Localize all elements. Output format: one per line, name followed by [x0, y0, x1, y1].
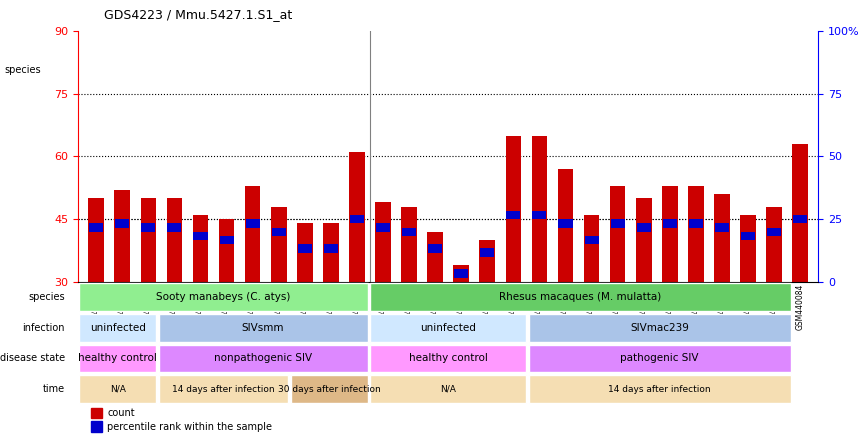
Bar: [428, 244, 443, 253]
FancyBboxPatch shape: [529, 314, 791, 341]
Text: SIVmac239: SIVmac239: [630, 323, 689, 333]
FancyBboxPatch shape: [80, 375, 156, 403]
FancyBboxPatch shape: [529, 345, 791, 372]
Bar: [324, 244, 338, 253]
Text: SIVsmm: SIVsmm: [242, 323, 284, 333]
FancyBboxPatch shape: [370, 345, 527, 372]
Bar: [480, 240, 495, 407]
Bar: [192, 215, 209, 407]
Bar: [714, 194, 730, 407]
Text: disease state: disease state: [0, 353, 65, 364]
FancyBboxPatch shape: [291, 375, 367, 403]
Text: uninfected: uninfected: [420, 323, 476, 333]
Bar: [219, 236, 234, 244]
Text: pathogenic SIV: pathogenic SIV: [620, 353, 699, 364]
Text: healthy control: healthy control: [409, 353, 488, 364]
Bar: [792, 144, 808, 407]
Bar: [454, 270, 469, 278]
FancyBboxPatch shape: [80, 283, 367, 311]
Bar: [506, 135, 521, 407]
Bar: [89, 223, 103, 232]
Bar: [559, 219, 572, 227]
Bar: [350, 215, 364, 223]
Bar: [401, 206, 417, 407]
Text: N/A: N/A: [110, 385, 126, 394]
Bar: [427, 232, 443, 407]
Bar: [115, 219, 129, 227]
Bar: [376, 223, 390, 232]
Bar: [584, 215, 599, 407]
FancyBboxPatch shape: [370, 314, 527, 341]
Bar: [349, 152, 365, 407]
Text: 30 days after infection: 30 days after infection: [278, 385, 380, 394]
Text: percentile rank within the sample: percentile rank within the sample: [107, 422, 272, 432]
Bar: [298, 244, 312, 253]
Bar: [271, 206, 287, 407]
FancyBboxPatch shape: [158, 345, 367, 372]
Bar: [140, 198, 156, 407]
FancyBboxPatch shape: [80, 314, 156, 341]
Bar: [767, 227, 781, 236]
Bar: [714, 223, 729, 232]
Bar: [91, 421, 101, 432]
Text: N/A: N/A: [440, 385, 456, 394]
Text: healthy control: healthy control: [78, 353, 157, 364]
Text: uninfected: uninfected: [90, 323, 145, 333]
Bar: [323, 223, 339, 407]
Bar: [297, 223, 313, 407]
Bar: [637, 223, 650, 232]
Bar: [114, 190, 130, 407]
Bar: [246, 219, 260, 227]
Bar: [662, 186, 677, 407]
Bar: [167, 223, 182, 232]
Text: nonpathogenic SIV: nonpathogenic SIV: [214, 353, 312, 364]
Bar: [793, 215, 807, 223]
Bar: [558, 169, 573, 407]
Bar: [166, 198, 182, 407]
FancyBboxPatch shape: [370, 375, 527, 403]
FancyBboxPatch shape: [158, 375, 288, 403]
Bar: [533, 211, 546, 219]
Bar: [88, 198, 104, 407]
Text: count: count: [107, 408, 134, 418]
Text: GDS4223 / Mmu.5427.1.S1_at: GDS4223 / Mmu.5427.1.S1_at: [104, 8, 292, 21]
Bar: [219, 219, 235, 407]
FancyBboxPatch shape: [80, 345, 156, 372]
Text: time: time: [42, 384, 65, 394]
Bar: [454, 265, 469, 407]
Bar: [193, 232, 208, 240]
Text: 14 days after infection: 14 days after infection: [609, 385, 711, 394]
Bar: [507, 211, 520, 219]
Bar: [481, 249, 494, 257]
Bar: [272, 227, 286, 236]
Bar: [375, 202, 391, 407]
Bar: [662, 219, 677, 227]
Bar: [585, 236, 598, 244]
Text: 14 days after infection: 14 days after infection: [172, 385, 275, 394]
Bar: [532, 135, 547, 407]
Bar: [636, 198, 651, 407]
Bar: [141, 223, 155, 232]
Text: Rhesus macaques (M. mulatta): Rhesus macaques (M. mulatta): [500, 292, 662, 302]
Bar: [610, 186, 625, 407]
Bar: [741, 232, 755, 240]
Bar: [402, 227, 416, 236]
FancyBboxPatch shape: [529, 375, 791, 403]
Text: species: species: [4, 65, 41, 75]
Text: species: species: [28, 292, 65, 302]
FancyBboxPatch shape: [158, 314, 367, 341]
Bar: [688, 186, 704, 407]
FancyBboxPatch shape: [370, 283, 791, 311]
Bar: [688, 219, 703, 227]
Text: Sooty manabeys (C. atys): Sooty manabeys (C. atys): [156, 292, 291, 302]
Bar: [740, 215, 756, 407]
Bar: [91, 408, 101, 418]
Text: infection: infection: [23, 323, 65, 333]
Bar: [245, 186, 261, 407]
Bar: [766, 206, 782, 407]
Bar: [611, 219, 624, 227]
